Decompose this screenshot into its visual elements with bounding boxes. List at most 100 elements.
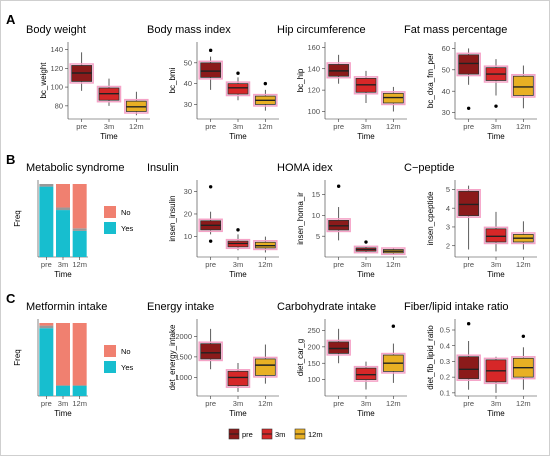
x-tick-label: 12m [258, 260, 273, 269]
box [200, 62, 222, 78]
y-tick-label: 20 [184, 210, 192, 219]
box-highlight [124, 98, 149, 114]
y-tick-label: 5 [446, 185, 450, 194]
x-tick-label: 3m [58, 399, 68, 408]
box-highlight [225, 81, 251, 97]
chart-title: Metabolic syndrome [26, 162, 124, 174]
y-tick-label: 15 [312, 190, 320, 199]
box-highlight [353, 365, 379, 382]
chart-fiber-lipid-intake-ratio: Fiber/lipid intake ratio 0.1 0.2 0.3 0.4 0.5 p… [404, 301, 537, 418]
y-tick-label: 3 [446, 223, 450, 232]
x-tick-label: 3m [361, 260, 371, 269]
y-axis-title: bc_hip [296, 68, 305, 92]
x-axis-title: Time [100, 132, 118, 141]
x-tick-label: 12m [386, 399, 401, 408]
y-tick-label: 120 [50, 64, 63, 73]
chart-insulin: Insulin 10 20 30 pre 3m 12m Time insen_insulin [147, 162, 279, 279]
box [200, 343, 222, 360]
y-tick-label: 2000 [175, 332, 192, 341]
y-tick-label: 0.4 [440, 341, 450, 350]
chart-title: Fiber/lipid intake ratio [404, 301, 509, 313]
y-tick-label: 40 [184, 79, 192, 88]
box-highlight [511, 73, 536, 98]
x-tick-label: 3m [361, 399, 371, 408]
box-highlight [511, 356, 536, 380]
y-tick-label: 4 [446, 204, 450, 213]
box [227, 370, 249, 387]
chart-c-peptide: C−peptide 2 3 4 5 pre 3m 12m Time insen_cpeptide [404, 162, 537, 279]
box-highlight [225, 238, 251, 250]
bar-segment-yes [56, 210, 70, 257]
box-highlight [483, 65, 509, 83]
box [512, 75, 534, 96]
legend-key-yes [104, 361, 116, 373]
y-tick-label: 150 [307, 359, 320, 368]
bar-segment-no [39, 323, 54, 326]
box-highlight [326, 339, 351, 356]
y-tick-label: 30 [184, 187, 192, 196]
x-tick-label: 12m [516, 399, 531, 408]
box-highlight [483, 226, 509, 245]
box-highlight [253, 93, 278, 107]
x-tick-label: pre [205, 399, 216, 408]
x-tick-label: pre [463, 260, 474, 269]
y-tick-label: 10 [184, 232, 192, 241]
chart-title: Metformin intake [26, 301, 107, 313]
y-tick-label: 50 [442, 65, 450, 74]
x-tick-label: 3m [361, 122, 371, 131]
panel-letter-a: A [6, 12, 16, 27]
y-axis-title: insen_homa_ir [296, 192, 305, 245]
legend-label-pre: pre [242, 430, 253, 439]
box-highlight [225, 369, 251, 388]
box-highlight [198, 218, 223, 233]
box-highlight [96, 85, 122, 103]
bar-segment-na [72, 228, 87, 231]
x-tick-label: 3m [104, 122, 114, 131]
chart-title: Fat mass percentage [404, 24, 507, 36]
y-tick-label: 5 [316, 232, 320, 241]
y-tick-label: 10 [312, 211, 320, 220]
y-tick-label: 1500 [175, 352, 192, 361]
box [458, 54, 480, 75]
box-highlight [456, 354, 481, 381]
box-highlight [456, 52, 481, 77]
chart-title: C−peptide [404, 162, 454, 174]
y-tick-label: 50 [184, 58, 192, 67]
y-axis-title: insen_cpeptide [426, 191, 435, 245]
y-axis-title: bc_bmi [168, 67, 177, 93]
chart-title: Energy intake [147, 301, 214, 313]
chart-title: Hip circumference [277, 24, 366, 36]
legend-label-3m: 3m [275, 430, 285, 439]
y-axis-title: bc_weight [39, 62, 48, 99]
y-axis-title: Freq [13, 349, 22, 365]
y-axis-title: insen_insulin [168, 195, 177, 241]
box [485, 228, 507, 243]
outlier-point [208, 239, 213, 243]
box-highlight [511, 232, 536, 245]
bar-segment-no [72, 184, 87, 229]
outlier-point [263, 81, 268, 86]
x-axis-title: Time [357, 270, 375, 279]
box-highlight [198, 341, 223, 362]
x-tick-label: pre [41, 399, 52, 408]
y-tick-label: 250 [307, 326, 320, 335]
outlier-point [208, 185, 213, 189]
box [458, 190, 480, 217]
box-highlight [381, 91, 406, 106]
bar-segment-na [39, 325, 54, 329]
box-highlight [326, 62, 351, 79]
box-highlight [198, 60, 223, 80]
legend-key-no [104, 206, 116, 218]
panel-letter-b: B [6, 152, 15, 167]
x-tick-label: 12m [258, 399, 273, 408]
y-tick-label: 100 [307, 107, 320, 116]
y-tick-label: 100 [50, 83, 63, 92]
outlier-point [364, 240, 368, 244]
legend-label-12m: 12m [308, 430, 323, 439]
bar-segment-na [56, 207, 70, 211]
box-highlight [353, 76, 379, 95]
y-tick-label: 2 [446, 241, 450, 250]
